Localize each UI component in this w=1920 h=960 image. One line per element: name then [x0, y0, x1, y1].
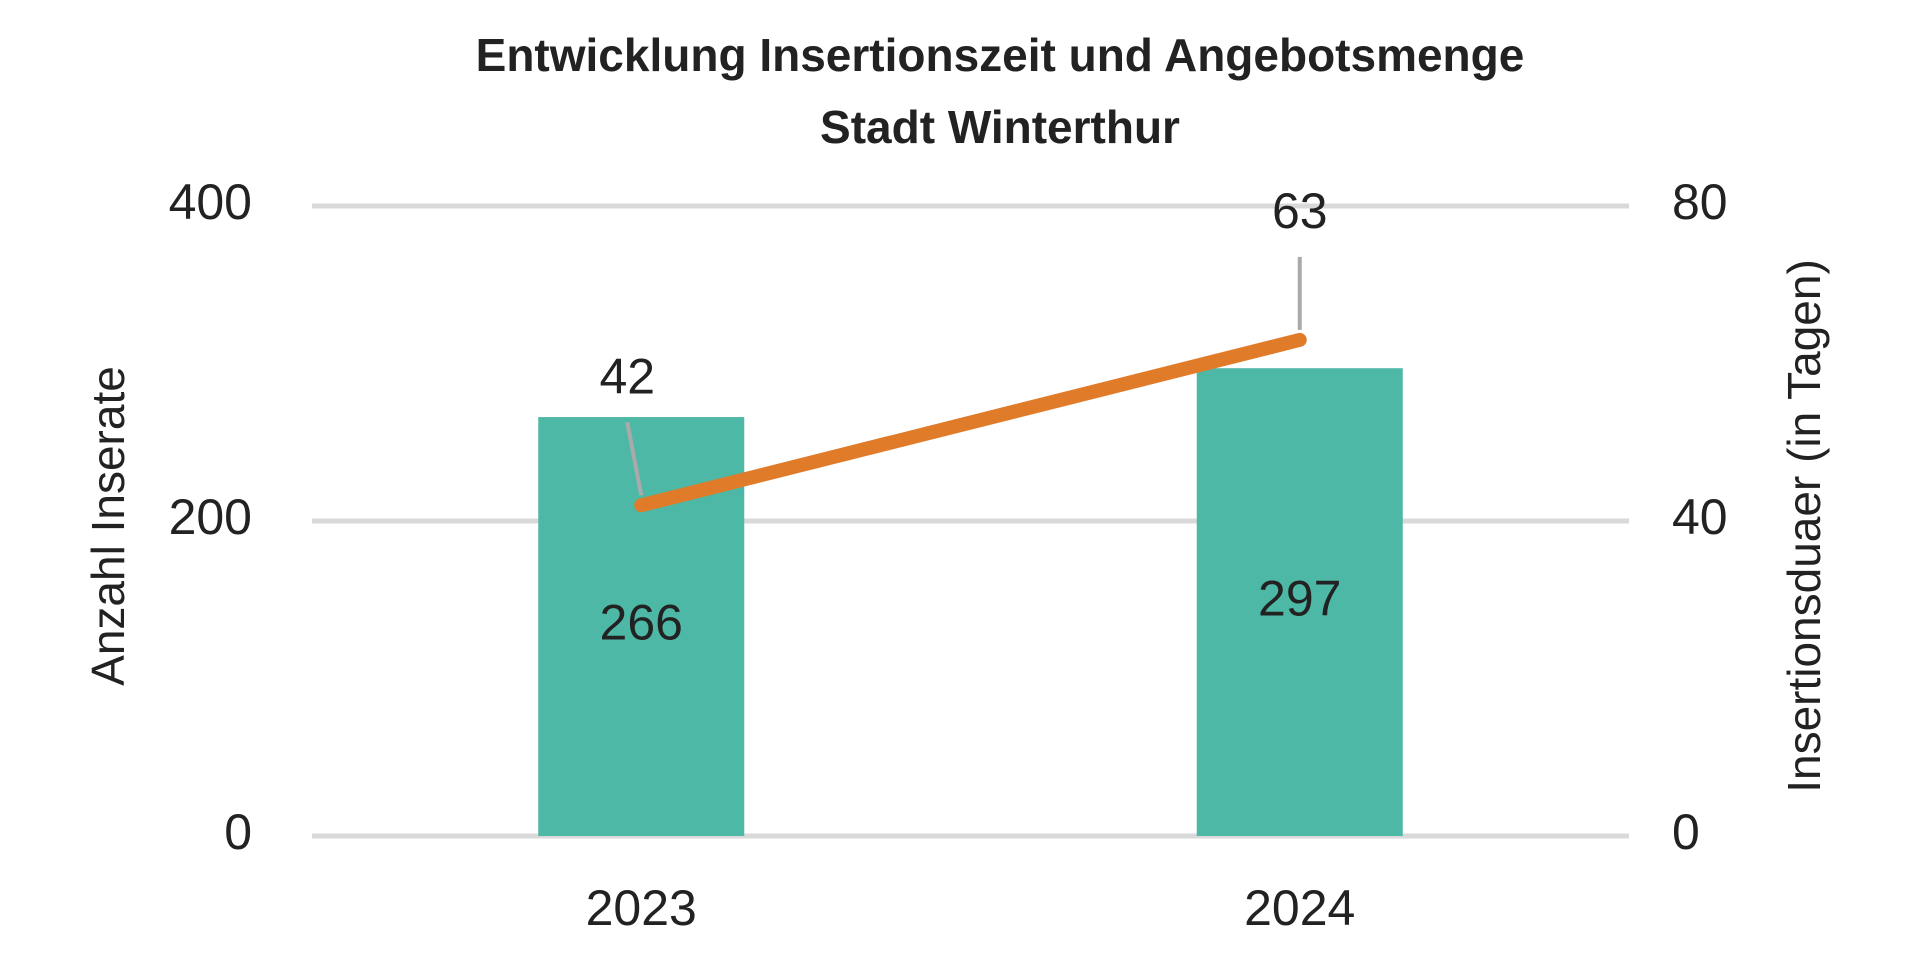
x-tick-label: 2023 — [586, 880, 697, 936]
bar-value-label: 266 — [600, 595, 683, 651]
y-tick-label: 0 — [224, 804, 252, 860]
leader-line — [625, 421, 644, 496]
line-value-label: 63 — [1272, 183, 1328, 239]
y-tick-label: 400 — [169, 174, 252, 230]
y2-tick-label: 40 — [1672, 489, 1728, 545]
chart-title: Entwicklung Insertionszeit und Angebotsm… — [476, 29, 1525, 81]
bar — [1196, 368, 1403, 836]
y2-axis-title: Insertionsduaer (in Tagen) — [1778, 259, 1830, 793]
y-axis-title: Anzahl Inserate — [82, 366, 134, 686]
y2-tick-label: 80 — [1672, 174, 1728, 230]
bar-value-label: 297 — [1258, 570, 1341, 626]
line-value-label: 42 — [599, 348, 655, 404]
y-tick-label: 200 — [169, 489, 252, 545]
x-tick-label: 2024 — [1244, 880, 1355, 936]
line — [634, 332, 1307, 513]
y2-tick-label: 0 — [1672, 804, 1700, 860]
chart-subtitle: Stadt Winterthur — [820, 101, 1180, 153]
